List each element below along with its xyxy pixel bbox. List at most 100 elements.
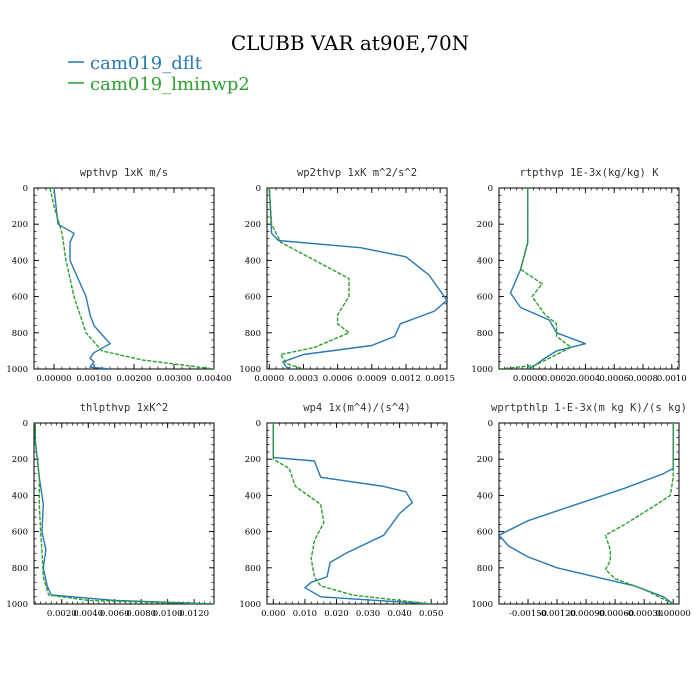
plot-frame bbox=[33, 422, 215, 605]
y-tick-label: 600 bbox=[477, 528, 493, 538]
y-tick-label: 600 bbox=[245, 528, 261, 538]
x-tick-label: 0.0000 bbox=[513, 374, 543, 384]
y-tick-label: 200 bbox=[12, 220, 28, 230]
series-line-cam019-lminwp2 bbox=[604, 423, 674, 604]
panel-title: wprtpthlp 1-E-3x(m kg K)/(s kg) bbox=[491, 402, 687, 414]
x-tick-label: 0.0002 bbox=[542, 374, 572, 384]
x-tick-label: -0.00120 bbox=[538, 609, 576, 619]
x-tick-label: 0.0010 bbox=[657, 374, 687, 384]
series-line-cam019-lminwp2 bbox=[268, 188, 350, 369]
x-tick-label: 0.0012 bbox=[391, 374, 421, 384]
y-tick-label: 1000 bbox=[6, 600, 28, 610]
y-tick-label: 200 bbox=[477, 455, 493, 465]
x-tick-label: 0.010 bbox=[293, 609, 317, 619]
y-tick-label: 0 bbox=[23, 419, 28, 429]
panel-2: wp2thvp 1xK m^2/s^2 0.0000 0.0003 0.0006 0.0… bbox=[239, 167, 455, 384]
panel-title: thlpthvp 1xK^2 bbox=[80, 402, 169, 414]
y-tick-label: 0 bbox=[256, 419, 261, 429]
y-tick-label: 1000 bbox=[6, 365, 28, 375]
x-tick-label: 0.020 bbox=[324, 609, 348, 619]
y-tick-label: 0 bbox=[488, 184, 493, 194]
x-tick-label: 0.040 bbox=[387, 609, 411, 619]
x-tick-label: -0.00030 bbox=[625, 609, 663, 619]
series-line-cam019-lminwp2 bbox=[34, 423, 214, 604]
panel-title: rtpthvp 1E-3x(kg/kg) K bbox=[519, 167, 659, 179]
x-tick-label: 0.00400 bbox=[196, 374, 231, 384]
x-tick-label: 0.0060 bbox=[100, 609, 130, 619]
plot-frame bbox=[498, 187, 680, 370]
panel-3: rtpthvp 1E-3x(kg/kg) K 0.0000 0.0002 0.0004… bbox=[471, 167, 686, 384]
y-tick-label: 1000 bbox=[239, 365, 261, 375]
series-line-cam019-dflt bbox=[509, 188, 587, 369]
y-tick-label: 400 bbox=[245, 256, 261, 266]
x-tick-label: 0.030 bbox=[356, 609, 380, 619]
panel-title: wp4 1x(m^4)/(s^4) bbox=[303, 402, 410, 414]
x-tick-label: 0.0004 bbox=[571, 374, 601, 384]
plot-frame bbox=[33, 187, 215, 370]
y-tick-label: 200 bbox=[245, 455, 261, 465]
plot-frame bbox=[266, 422, 448, 605]
y-tick-label: 1000 bbox=[471, 600, 493, 610]
x-tick-label: 0.0000 bbox=[254, 374, 284, 384]
series-line-cam019-lminwp2 bbox=[499, 188, 572, 369]
x-tick-label: 0.0020 bbox=[47, 609, 77, 619]
panel-6: wprtpthlp 1-E-3x(m kg K)/(s kg)-0.00150-… bbox=[471, 402, 690, 619]
y-tick-label: 1000 bbox=[239, 600, 261, 610]
x-tick-label: 0.00200 bbox=[116, 374, 151, 384]
series-line-cam019-lminwp2 bbox=[272, 423, 432, 604]
panels: wpthvp 1xK m/s0.00000 0.00100 0.00200 0.003… bbox=[6, 167, 690, 619]
y-tick-label: 800 bbox=[12, 329, 28, 339]
x-tick-label: -0.00090 bbox=[567, 609, 605, 619]
series-line-cam019-dflt bbox=[499, 423, 674, 604]
y-tick-label: 0 bbox=[488, 419, 493, 429]
y-tick-label: 400 bbox=[12, 256, 28, 266]
y-tick-label: 800 bbox=[12, 564, 28, 574]
panel-1: wpthvp 1xK m/s 0.00000 0.00100 0.00200 0.003… bbox=[6, 167, 231, 384]
x-tick-label: 0.0040 bbox=[73, 609, 103, 619]
x-tick-label: 0.000 bbox=[261, 609, 285, 619]
series-line-cam019-dflt bbox=[34, 423, 214, 604]
x-tick-label: 0.0009 bbox=[357, 374, 387, 384]
y-tick-label: 400 bbox=[12, 491, 28, 501]
series-line-cam019-dflt bbox=[272, 423, 432, 604]
y-tick-label: 600 bbox=[245, 293, 261, 303]
y-tick-label: 200 bbox=[245, 220, 261, 230]
x-tick-label: 0.0006 bbox=[599, 374, 629, 384]
y-tick-label: 400 bbox=[477, 256, 493, 266]
y-tick-label: 200 bbox=[477, 220, 493, 230]
y-tick-label: 800 bbox=[245, 564, 261, 574]
x-tick-label: 0.0008 bbox=[628, 374, 658, 384]
panel-4: thlpthvp 1xK^20.00200.00400.00600.00800.… bbox=[6, 402, 215, 619]
x-tick-label: 0.00000 bbox=[36, 374, 71, 384]
x-tick-label: -0.00150 bbox=[509, 609, 547, 619]
x-tick-label: -0.00060 bbox=[596, 609, 634, 619]
series-line-cam019-dflt bbox=[268, 188, 447, 369]
legend-label-dflt: cam019_dflt bbox=[90, 53, 203, 74]
x-tick-label: 0.050 bbox=[419, 609, 443, 619]
panel-title: wp2thvp 1xK m^2/s^2 bbox=[297, 167, 417, 179]
y-tick-label: 600 bbox=[477, 293, 493, 303]
y-tick-label: 1000 bbox=[471, 365, 493, 375]
figure-title: CLUBB VAR at90E,70N bbox=[231, 31, 469, 55]
y-tick-label: 600 bbox=[12, 528, 28, 538]
plot-frame bbox=[266, 187, 448, 370]
y-tick-label: 200 bbox=[12, 455, 28, 465]
x-tick-label: 0.0100 bbox=[153, 609, 183, 619]
x-tick-label: 0.0080 bbox=[126, 609, 156, 619]
x-tick-label: 0.00000 bbox=[656, 609, 691, 619]
panel-title: wpthvp 1xK m/s bbox=[80, 167, 169, 179]
series-line-cam019-dflt bbox=[53, 188, 111, 369]
series-line-cam019-lminwp2 bbox=[49, 188, 214, 369]
panel-5: wp4 1x(m^4)/(s^4) 0.000 0.010 0.020 0.030 0.0… bbox=[239, 402, 448, 619]
y-tick-label: 800 bbox=[477, 564, 493, 574]
y-tick-label: 800 bbox=[245, 329, 261, 339]
y-tick-label: 0 bbox=[23, 184, 28, 194]
y-tick-label: 400 bbox=[245, 491, 261, 501]
x-tick-label: 0.0120 bbox=[179, 609, 209, 619]
x-tick-label: 0.0006 bbox=[323, 374, 353, 384]
x-tick-label: 0.00300 bbox=[156, 374, 191, 384]
plot-frame bbox=[498, 422, 680, 605]
legend-label-lminwp2: cam019_lminwp2 bbox=[90, 74, 250, 95]
x-tick-label: 0.0015 bbox=[425, 374, 455, 384]
